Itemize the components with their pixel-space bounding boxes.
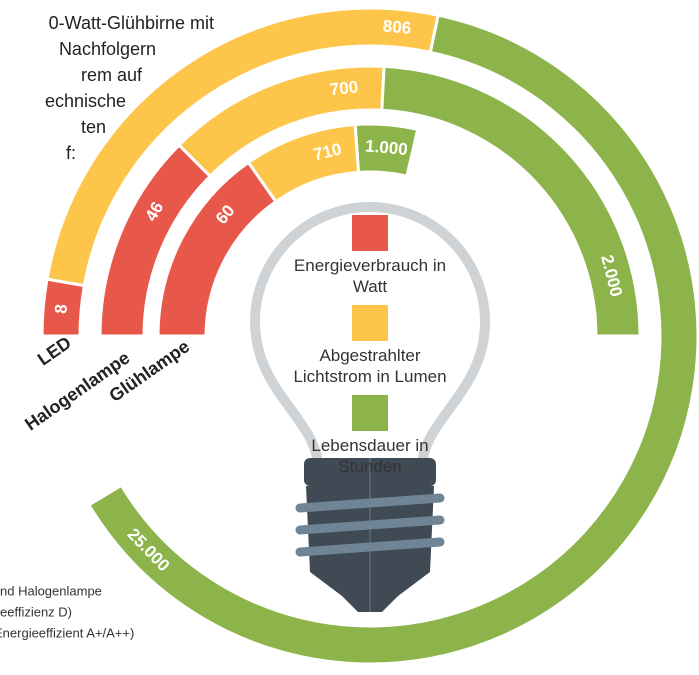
legend-label: Abgestrahlter Lichtstrom in Lumen — [282, 345, 458, 387]
value-label: 700 — [329, 77, 359, 99]
legend-label: Energieverbrauch in Watt — [282, 255, 458, 297]
legend-swatch — [352, 215, 388, 251]
category-label: LED — [34, 332, 75, 369]
intro-text: 0-Watt-Glühbirne mit — [49, 13, 214, 33]
legend-swatch — [352, 395, 388, 431]
legend-label: Lebensdauer in Stunden — [282, 435, 458, 477]
intro-text: Nachfolgern — [59, 39, 156, 59]
intro-text: ten — [81, 117, 106, 137]
value-label: 806 — [382, 16, 412, 37]
page: 880625.000467002.000607101.000 LEDHaloge… — [0, 0, 699, 675]
intro-text: f: — [66, 143, 76, 163]
footnote: eeffizienz D) — [0, 604, 72, 619]
footnote: Energieeffizient A+/A++) — [0, 625, 134, 640]
chart: 880625.000467002.000607101.000 LEDHaloge… — [0, 0, 699, 675]
legend-swatch — [352, 305, 388, 341]
footnote: nd Halogenlampe — [0, 583, 102, 598]
value-label: 1.000 — [364, 136, 408, 159]
intro-text: rem auf — [81, 65, 143, 85]
intro-text: echnische — [45, 91, 126, 111]
value-label: 8 — [51, 303, 71, 314]
